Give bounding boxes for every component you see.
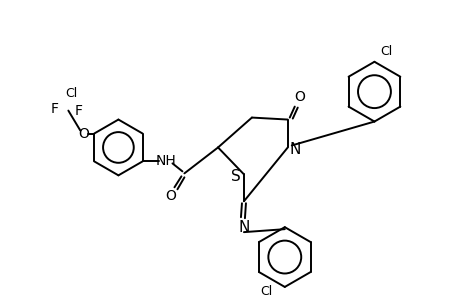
- Text: F: F: [50, 102, 58, 116]
- Text: O: O: [294, 90, 304, 104]
- Text: N: N: [238, 220, 249, 235]
- Text: O: O: [78, 127, 89, 140]
- Text: NH: NH: [156, 154, 176, 168]
- Text: Cl: Cl: [380, 45, 392, 58]
- Text: Cl: Cl: [65, 87, 77, 100]
- Text: S: S: [230, 169, 241, 184]
- Text: N: N: [288, 142, 300, 157]
- Text: Cl: Cl: [260, 285, 272, 298]
- Text: O: O: [165, 189, 175, 203]
- Text: F: F: [74, 103, 82, 118]
